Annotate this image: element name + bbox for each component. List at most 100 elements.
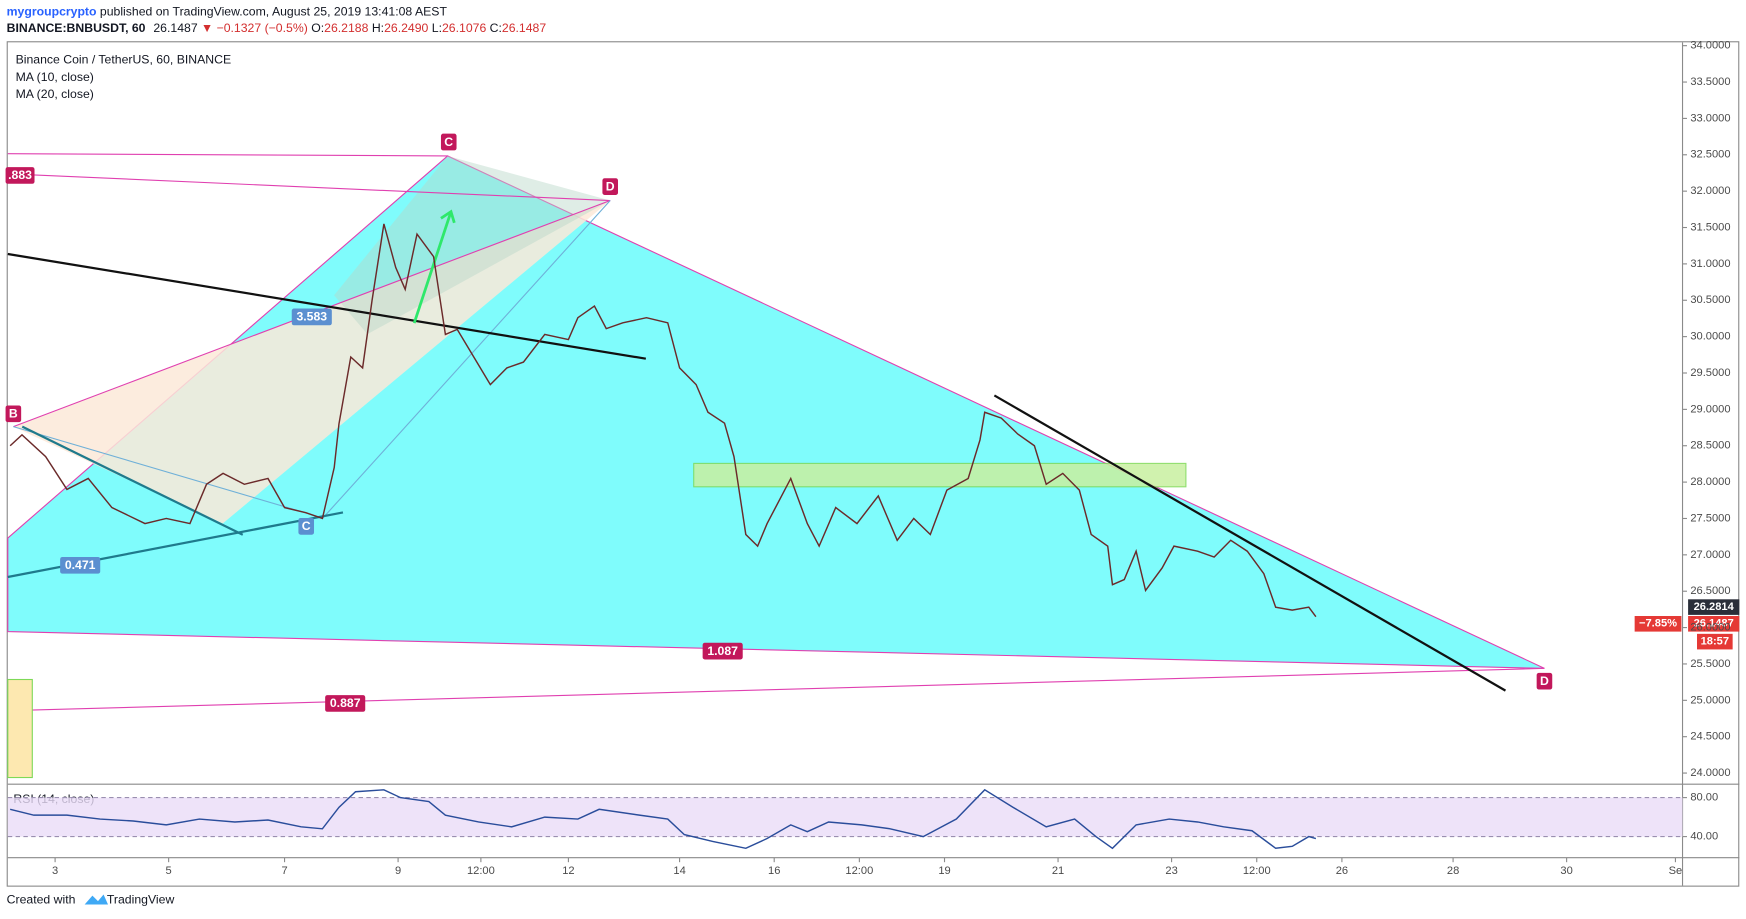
published: published on TradingView.com, August 25,… bbox=[100, 4, 448, 18]
x-tick-label: 23 bbox=[1165, 865, 1177, 877]
y-tick-label: 29.5000 bbox=[1690, 367, 1730, 379]
rsi-band bbox=[7, 797, 1683, 837]
shaded-region bbox=[334, 155, 611, 335]
label-box bbox=[325, 695, 366, 712]
y-tick-label: 25.5000 bbox=[1690, 658, 1730, 670]
y-tick-label: 40.00 bbox=[1690, 831, 1718, 843]
y-tick-label: 24.5000 bbox=[1690, 731, 1730, 743]
x-tick-label: 12:00 bbox=[1243, 865, 1271, 877]
price-tag-box bbox=[1688, 599, 1740, 615]
drawings bbox=[7, 153, 1545, 779]
y-tick-label: 27.5000 bbox=[1690, 512, 1730, 524]
x-tick-label: 21 bbox=[1052, 865, 1064, 877]
ratio-label: 1.087 bbox=[707, 644, 738, 658]
y-tick-label: 32.0000 bbox=[1690, 185, 1730, 197]
symbol-line: BINANCE:BNBUSDT, 60 26.1487 ▼ −0.1327 (−… bbox=[7, 21, 547, 35]
change: ▼ −0.1327 (−0.5%) bbox=[201, 21, 308, 35]
chart-title: Binance Coin / TetherUS, 60, BINANCE bbox=[16, 52, 232, 66]
pattern-line bbox=[7, 667, 1545, 712]
price-tag: −7.85% bbox=[1639, 618, 1677, 630]
ohlc-label: O: bbox=[311, 21, 324, 35]
y-tick-label: 30.0000 bbox=[1690, 331, 1730, 343]
pattern-line bbox=[7, 173, 611, 202]
symbol: BINANCE:BNBUSDT, 60 bbox=[7, 21, 146, 35]
point-box bbox=[602, 178, 619, 195]
x-tick-label: 12 bbox=[562, 865, 574, 877]
arrow bbox=[412, 209, 456, 324]
label-box bbox=[60, 556, 101, 574]
ratio-label: 0.471 bbox=[65, 558, 96, 572]
y-tick-label: 25.0000 bbox=[1690, 694, 1730, 706]
y-tick-label: 33.5000 bbox=[1690, 76, 1730, 88]
point-label: C bbox=[302, 519, 311, 533]
ohlc-value: 26.1076 bbox=[442, 21, 486, 35]
y-tick-label: 28.0000 bbox=[1690, 476, 1730, 488]
x-tick-label: Se bbox=[1669, 865, 1683, 877]
point-label: B bbox=[9, 407, 18, 421]
point-box bbox=[298, 517, 315, 535]
point-box bbox=[5, 405, 22, 423]
indicator-label: MA (10, close) bbox=[16, 70, 94, 84]
header-line: mygroupcrypto published on TradingView.c… bbox=[7, 4, 448, 18]
price-tag-box bbox=[1697, 633, 1733, 650]
ratio-label: 3.583 bbox=[296, 310, 327, 324]
last-price: 26.1487 bbox=[153, 21, 197, 35]
y-tick-label: 27.0000 bbox=[1690, 549, 1730, 561]
pattern-line bbox=[13, 426, 324, 519]
pattern-line bbox=[7, 153, 448, 157]
y-tick-label: 33.0000 bbox=[1690, 112, 1730, 124]
x-tick-label: 12:00 bbox=[467, 865, 495, 877]
logo bbox=[84, 894, 109, 905]
x-tick-label: 30 bbox=[1560, 865, 1572, 877]
y-tick-label: 26.5000 bbox=[1690, 585, 1730, 597]
x-tick-label: 9 bbox=[395, 865, 401, 877]
ohlc-label: C: bbox=[490, 21, 502, 35]
peach-fill bbox=[13, 200, 611, 524]
ohlc-value: 26.1487 bbox=[502, 21, 546, 35]
point-box bbox=[440, 133, 457, 151]
x-tick-label: 19 bbox=[938, 865, 950, 877]
y-tick-label: 34.0000 bbox=[1690, 40, 1730, 52]
price-tag: 26.1487 bbox=[1694, 618, 1734, 630]
point-box bbox=[1536, 672, 1553, 690]
indicator-label: MA (20, close) bbox=[16, 87, 94, 101]
zone-box bbox=[7, 678, 33, 779]
price-line bbox=[9, 788, 1317, 850]
y-tick-label: 32.5000 bbox=[1690, 149, 1730, 161]
trend-line bbox=[993, 394, 1507, 692]
y-tick-label: 80.00 bbox=[1690, 792, 1718, 804]
zone-box bbox=[693, 462, 1187, 488]
x-tick-label: 16 bbox=[768, 865, 780, 877]
price-tag-box bbox=[1634, 616, 1682, 632]
x-tick-label: 12:00 bbox=[845, 865, 873, 877]
trend-line bbox=[21, 425, 244, 536]
x-tick-label: 3 bbox=[52, 865, 58, 877]
ohlc-value: 26.2490 bbox=[384, 21, 428, 35]
x-tick-label: 28 bbox=[1447, 865, 1459, 877]
pattern-line bbox=[322, 200, 611, 519]
price-tag: 26.2814 bbox=[1694, 601, 1735, 613]
point-label: C bbox=[444, 135, 453, 149]
y-tick-label: 26.0000 bbox=[1690, 622, 1730, 634]
label-box bbox=[291, 308, 332, 326]
x-tick-label: 14 bbox=[673, 865, 685, 877]
ohlc-label: H: bbox=[372, 21, 384, 35]
price-tag-box bbox=[1688, 616, 1740, 632]
x-tick-label: 5 bbox=[166, 865, 172, 877]
point-label: D bbox=[606, 179, 615, 193]
y-tick-label: 29.0000 bbox=[1690, 403, 1730, 415]
label-box bbox=[5, 167, 35, 184]
x-tick-label: 26 bbox=[1336, 865, 1348, 877]
y-tick-label: 30.5000 bbox=[1690, 294, 1730, 306]
point-label: D bbox=[1540, 674, 1549, 688]
ratio-label: .883 bbox=[8, 168, 32, 182]
ohlc-label: L: bbox=[432, 21, 442, 35]
label-box bbox=[702, 642, 743, 660]
ohlc-value: 26.2188 bbox=[324, 21, 368, 35]
price-line bbox=[9, 223, 1317, 618]
footer-text: Created with bbox=[7, 892, 76, 906]
y-tick-label: 24.0000 bbox=[1690, 767, 1730, 779]
